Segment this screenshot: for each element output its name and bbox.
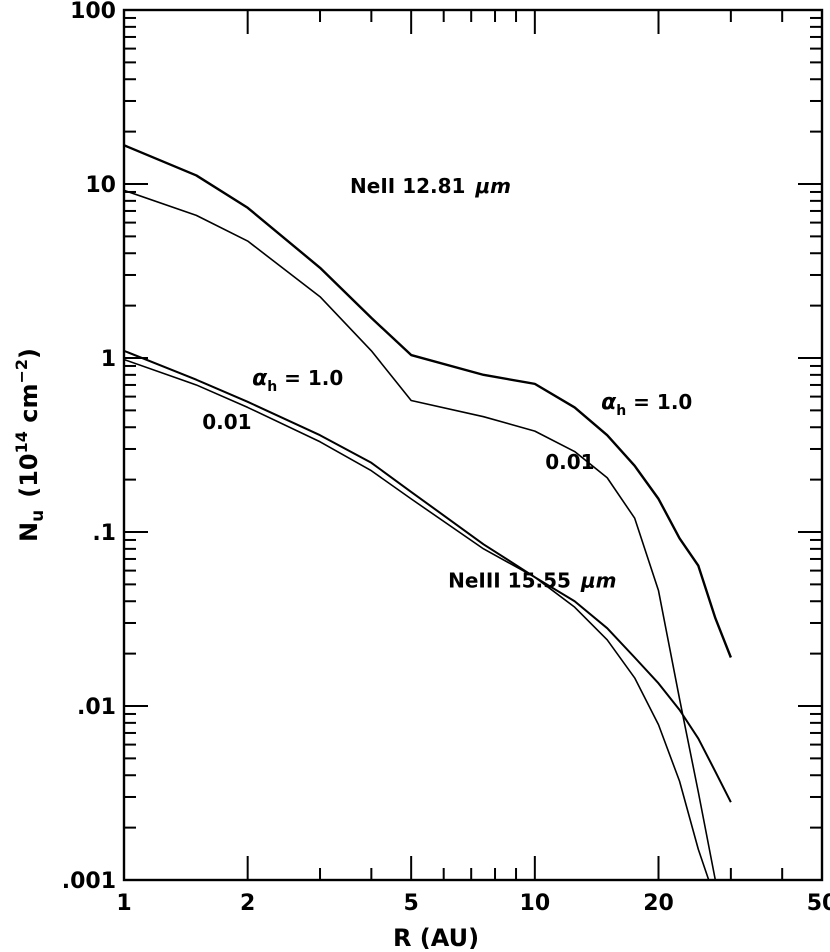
annotation-label: αh = 1.0	[601, 390, 692, 419]
annotation-label: αh = 1.0	[252, 366, 343, 395]
axis-ticks	[123, 10, 823, 881]
annotation-label: NeIII 15.55 μm	[448, 568, 616, 592]
x-tick-label: 50	[807, 891, 830, 916]
plot-frame	[122, 8, 824, 882]
y-tick-label: .1	[92, 521, 116, 546]
x-tick-label: 5	[404, 891, 419, 916]
series-line	[124, 349, 732, 803]
y-tick-label: .01	[77, 695, 116, 720]
data-series	[124, 144, 732, 880]
series-line	[124, 144, 732, 658]
x-tick-label: 10	[520, 891, 551, 916]
y-tick-label: 100	[70, 0, 116, 24]
annotation-label: NeII 12.81 μm	[350, 174, 511, 198]
y-axis-label-base: N	[15, 522, 43, 542]
x-tick-label: 2	[240, 891, 255, 916]
y-axis-label-mid: cm	[15, 384, 43, 432]
axis-tick-labels: 1 2 5 10 20 50 .001 .01 .1 1 10 100	[62, 0, 830, 916]
y-axis-label-exp1: 14	[12, 431, 31, 453]
y-axis-label-paren-close: )	[15, 348, 43, 359]
y-tick-label: .001	[62, 869, 116, 894]
y-tick-label: 10	[85, 173, 116, 198]
x-axis-label: R (AU)	[393, 924, 479, 952]
y-tick-label: 1	[101, 347, 116, 372]
annotation-label: 0.01	[545, 450, 594, 474]
y-axis-label-paren-open: (10	[15, 453, 43, 497]
y-axis-label: Nu (1014 cm−2)	[12, 348, 48, 542]
series-line	[124, 189, 717, 880]
x-tick-label: 20	[643, 891, 674, 916]
annotation-label: 0.01	[202, 410, 251, 434]
y-axis-label-exp2: −2	[12, 359, 31, 384]
y-axis-label-sub: u	[28, 510, 48, 522]
series-line	[124, 358, 710, 880]
x-tick-label: 1	[116, 891, 131, 916]
